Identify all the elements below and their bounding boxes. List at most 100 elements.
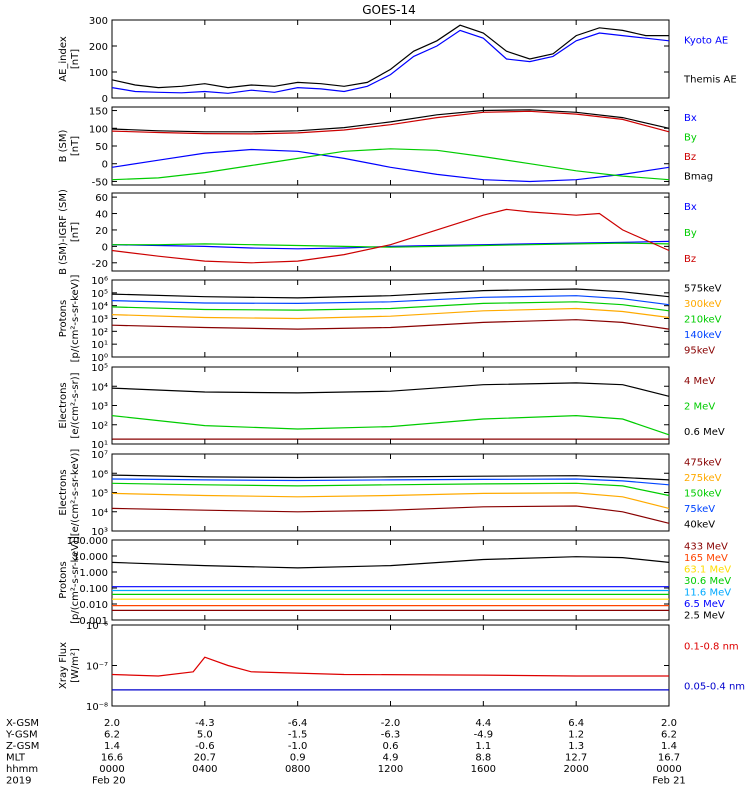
x-row-value: -6.3	[381, 730, 401, 741]
legend-entry: 95keV	[684, 345, 715, 356]
panel-frame	[111, 192, 670, 272]
y-tick-label: 0.001	[79, 616, 108, 627]
x-row-value: 4.9	[383, 753, 399, 764]
y-tick-label: 60	[95, 193, 108, 204]
panel-1: 0 100 200 300 AE_index [nT] Kyoto AE Themis AE	[58, 16, 737, 105]
y-axis-unit: [e/(cm²-s-sr)]	[70, 372, 81, 438]
x-row-label: Y-GSM	[5, 730, 38, 741]
y-axis-unit: [nT]	[70, 136, 81, 156]
series-line	[111, 492, 670, 509]
legend-entry: 11.6 MeV	[684, 587, 731, 598]
series-line	[111, 29, 670, 94]
y-tick-label: 0	[102, 242, 108, 253]
panel-7: 0.001 0.010 0.100 1.000 10.000 100.000 Protons…	[58, 536, 731, 627]
y-tick-label: 0.100	[79, 584, 108, 595]
y-axis-unit: [p/(cm²-s-sr-keV)]	[70, 275, 81, 363]
legend-entry: 4 MeV	[684, 376, 715, 387]
x-row-value: 6.2	[104, 730, 120, 741]
x-row-value: 5.0	[197, 730, 213, 741]
y-tick-label: 10⁶	[91, 276, 108, 287]
panel-frame	[111, 279, 670, 358]
x-row-value: -1.5	[288, 730, 308, 741]
x-row-label: 2019	[6, 776, 31, 787]
series-line	[111, 478, 670, 486]
y-tick-label: 10¹	[91, 340, 108, 351]
y-tick-label: 10⁷	[91, 450, 108, 461]
series-line	[111, 505, 670, 524]
series-line	[111, 208, 670, 264]
y-axis-label: B (SM)	[58, 129, 69, 162]
x-row-value: -2.0	[381, 718, 401, 729]
y-tick-label: 300	[89, 16, 108, 27]
y-tick-label: 100	[89, 124, 108, 135]
legend-entry: 2.5 MeV	[684, 610, 725, 621]
y-tick-label: 10²	[91, 327, 108, 338]
y-tick-label: 10⁻⁶	[86, 621, 108, 632]
y-tick-label: 100.000	[67, 536, 108, 547]
legend-entry: 165 MeV	[684, 553, 728, 564]
y-tick-label: 10⁶	[91, 469, 108, 480]
legend-entry: 30.6 MeV	[684, 576, 731, 587]
legend-entry: 0.6 MeV	[684, 427, 725, 438]
legend-entry: Kyoto AE	[684, 36, 728, 47]
x-row-value: 16.6	[101, 753, 123, 764]
legend-entry: 0.1-0.8 nm	[684, 642, 739, 653]
x-row-value: 1.1	[475, 741, 491, 752]
x-row-value: 4.4	[475, 718, 491, 729]
y-tick-label: 20	[95, 226, 108, 237]
y-axis-label: Xray Flux	[58, 642, 69, 689]
y-tick-label: 10⁴	[91, 508, 108, 519]
x-row-value: 1.2	[568, 730, 584, 741]
x-row-value: 1.3	[568, 741, 584, 752]
x-row-value: 20.7	[194, 753, 216, 764]
legend-entry: 0.05-0.4 nm	[684, 682, 745, 693]
panel-2: -50 0 50 100 150 B (SM) [nT] Bx By Bz Bmag	[58, 106, 713, 188]
legend-entry: 150keV	[684, 489, 722, 500]
y-tick-label: 10.000	[73, 552, 108, 563]
y-tick-label: 0	[102, 160, 108, 171]
y-tick-label: 0	[102, 94, 108, 105]
x-row-value: -6.4	[288, 718, 308, 729]
y-tick-label: 10⁴	[91, 382, 108, 393]
y-axis-label: Protons	[58, 300, 69, 337]
legend-entry: 575keV	[684, 284, 722, 295]
x-row-value: Feb 20	[92, 776, 126, 787]
x-row-value: 0000	[99, 764, 124, 775]
x-row-value: 1.4	[104, 741, 120, 752]
y-tick-label: 10⁴	[91, 302, 108, 313]
series-line	[111, 148, 670, 183]
series-line	[111, 474, 670, 481]
legend-entry: 433 MeV	[684, 542, 728, 553]
legend-entry: 6.5 MeV	[684, 599, 725, 610]
legend-entry: 75keV	[684, 504, 715, 515]
series-line	[111, 301, 670, 312]
x-row-value: 2000	[563, 764, 588, 775]
panel-frame	[111, 539, 670, 621]
y-tick-label: -50	[92, 177, 108, 188]
series-line	[111, 110, 670, 135]
x-row-value: 6.4	[568, 718, 584, 729]
y-tick-label: 10⁻⁷	[86, 662, 108, 673]
chart-title: GOES-14	[362, 3, 416, 17]
x-row-value: 0.6	[383, 741, 399, 752]
panel-frame	[111, 624, 670, 707]
y-axis-unit: [W/m²]	[70, 648, 81, 683]
panel-frame	[111, 453, 670, 532]
legend-entry: Bx	[684, 202, 697, 213]
x-row-value: 1200	[378, 764, 403, 775]
y-axis-unit: [nT]	[70, 49, 81, 69]
y-axis-unit: [p/(cm²-s-sr-keV)]	[70, 536, 81, 624]
x-row-value: 1.4	[661, 741, 677, 752]
x-row-value: 8.8	[475, 753, 491, 764]
x-row-value: 0.9	[290, 753, 306, 764]
x-row-label: X-GSM	[6, 718, 39, 729]
x-row-value: -4.9	[474, 730, 494, 741]
legend-entry: 2 MeV	[684, 402, 715, 413]
y-tick-label: 10⁻⁸	[86, 702, 108, 713]
legend-entry: 300keV	[684, 299, 722, 310]
y-tick-label: 150	[89, 107, 108, 118]
legend-entry: Bz	[684, 152, 696, 163]
y-tick-label: 10³	[91, 402, 108, 413]
